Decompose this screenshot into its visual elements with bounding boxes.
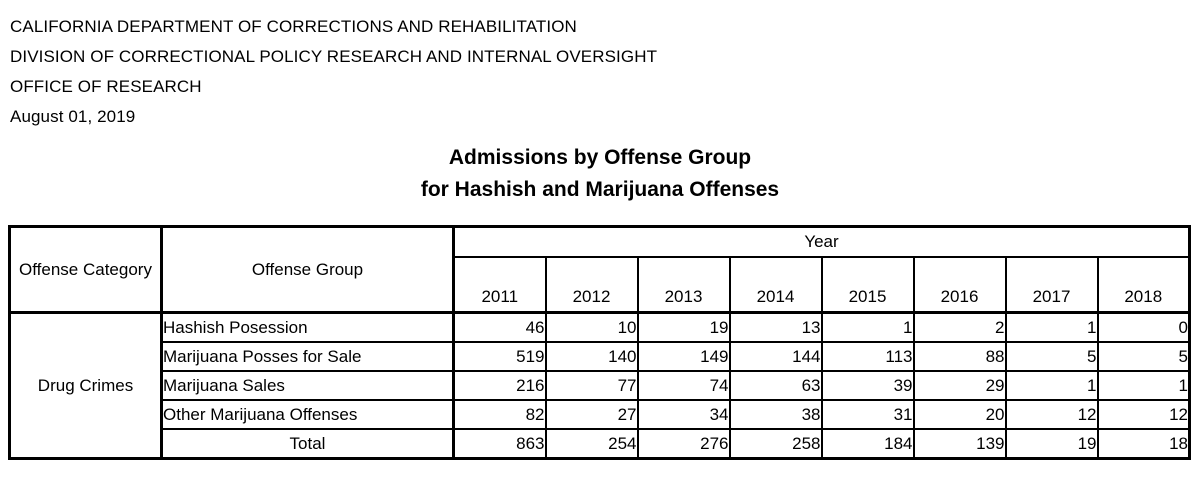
value-cell: 12 xyxy=(1096,399,1191,430)
table-header-row-top: Offense Category Offense Group Year xyxy=(8,225,1191,314)
report-title-line-1: Admissions by Offense Group xyxy=(448,146,752,169)
col-header-offense-group: Offense Group xyxy=(160,225,455,314)
value-cell: 149 xyxy=(636,341,731,372)
value-cell: 29 xyxy=(912,370,1007,401)
year-header-2011: 2011 xyxy=(452,256,547,314)
value-cell: 38 xyxy=(728,399,823,430)
value-cell: 0 xyxy=(1096,311,1191,343)
col-header-year-band: Year xyxy=(452,225,1191,258)
value-cell: 63 xyxy=(728,370,823,401)
total-value-cell: 276 xyxy=(636,428,731,460)
total-value-cell: 258 xyxy=(728,428,823,460)
table-row-hashish-posession: Drug Crimes Hashish Posession 46 10 19 1… xyxy=(8,311,1191,460)
value-cell: 5 xyxy=(1096,341,1191,372)
report-title: Admissions by Offense Group for Hashish … xyxy=(0,142,1200,206)
year-header-2016: 2016 xyxy=(912,256,1007,314)
offense-group-label: Hashish Posession xyxy=(160,311,455,343)
value-cell: 1 xyxy=(1096,370,1191,401)
value-cell: 216 xyxy=(452,370,547,401)
table-row-marijuana-posses-for-sale: Marijuana Posses for Sale 519 140 149 14… xyxy=(10,341,1191,372)
value-cell: 2 xyxy=(912,311,1007,343)
value-cell: 10 xyxy=(544,311,639,343)
year-header-2017: 2017 xyxy=(1004,256,1099,314)
value-cell: 74 xyxy=(636,370,731,401)
offense-category-cell: Drug Crimes xyxy=(8,311,163,460)
admissions-table: Offense Category Offense Group Year 2011… xyxy=(8,225,1191,460)
value-cell: 1 xyxy=(1004,311,1099,343)
total-value-cell: 863 xyxy=(452,428,547,460)
value-cell: 31 xyxy=(820,399,915,430)
value-cell: 88 xyxy=(912,341,1007,372)
value-cell: 140 xyxy=(544,341,639,372)
year-header-2012: 2012 xyxy=(544,256,639,314)
value-cell: 519 xyxy=(452,341,547,372)
value-cell: 20 xyxy=(912,399,1007,430)
value-cell: 46 xyxy=(452,311,547,343)
value-cell: 1 xyxy=(1004,370,1099,401)
agency-line-office: OFFICE OF RESEARCH xyxy=(10,77,202,96)
value-cell: 19 xyxy=(636,311,731,343)
offense-group-label: Marijuana Sales xyxy=(160,370,455,401)
col-header-offense-category: Offense Category xyxy=(8,225,163,314)
total-label: Total xyxy=(160,428,455,460)
report-date: August 01, 2019 xyxy=(10,107,136,126)
total-value-cell: 184 xyxy=(820,428,915,460)
total-value-cell: 19 xyxy=(1004,428,1099,460)
total-value-cell: 18 xyxy=(1096,428,1191,460)
value-cell: 77 xyxy=(544,370,639,401)
value-cell: 82 xyxy=(452,399,547,430)
agency-header: CALIFORNIA DEPARTMENT OF CORRECTIONS AND… xyxy=(10,12,1200,132)
year-header-2018: 2018 xyxy=(1096,256,1191,314)
offense-group-label: Other Marijuana Offenses xyxy=(160,399,455,430)
year-header-2013: 2013 xyxy=(636,256,731,314)
value-cell: 34 xyxy=(636,399,731,430)
value-cell: 27 xyxy=(544,399,639,430)
year-header-2015: 2015 xyxy=(820,256,915,314)
table-row-total: Total 863 254 276 258 184 139 19 18 xyxy=(10,428,1191,460)
agency-line-department: CALIFORNIA DEPARTMENT OF CORRECTIONS AND… xyxy=(10,17,577,36)
value-cell: 113 xyxy=(820,341,915,372)
year-header-2014: 2014 xyxy=(728,256,823,314)
table-row-other-marijuana-offenses: Other Marijuana Offenses 82 27 34 38 31 … xyxy=(10,399,1191,430)
value-cell: 144 xyxy=(728,341,823,372)
offense-group-label: Marijuana Posses for Sale xyxy=(160,341,455,372)
value-cell: 5 xyxy=(1004,341,1099,372)
value-cell: 12 xyxy=(1004,399,1099,430)
table-header-row-years: 2011 2012 2013 2014 2015 2016 2017 2018 xyxy=(10,256,1191,314)
report-page: CALIFORNIA DEPARTMENT OF CORRECTIONS AND… xyxy=(0,12,1200,460)
value-cell: 13 xyxy=(728,311,823,343)
total-value-cell: 139 xyxy=(912,428,1007,460)
total-value-cell: 254 xyxy=(544,428,639,460)
value-cell: 39 xyxy=(820,370,915,401)
value-cell: 1 xyxy=(820,311,915,343)
report-title-line-2: for Hashish and Marijuana Offenses xyxy=(420,178,780,201)
table-row-marijuana-sales: Marijuana Sales 216 77 74 63 39 29 1 1 xyxy=(10,370,1191,401)
agency-line-division: DIVISION OF CORRECTIONAL POLICY RESEARCH… xyxy=(10,47,658,66)
